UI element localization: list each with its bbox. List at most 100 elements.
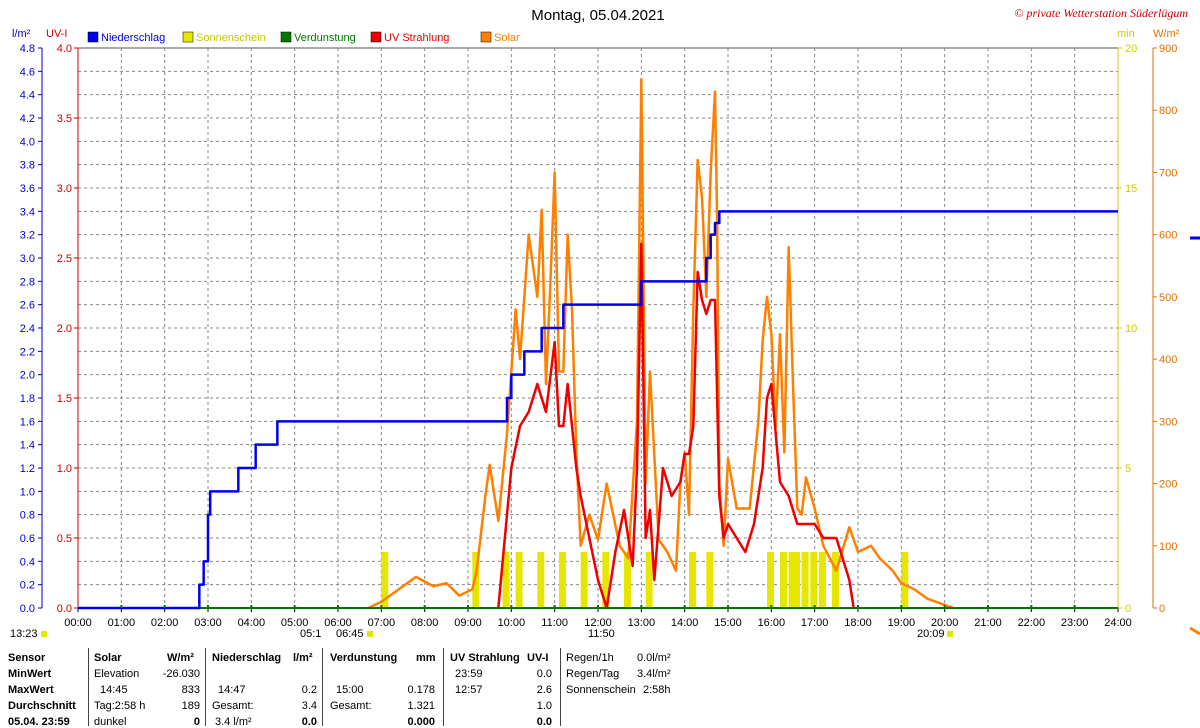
right-axis-2-label: 800 (1159, 105, 1177, 117)
right-axis-1-label: 0 (1125, 603, 1131, 615)
uv-min-value: 0.0 (536, 668, 552, 680)
row-max: MaxWert (8, 684, 54, 696)
sun-label: Sonnenschein (566, 684, 636, 696)
right-axis-2-label: 100 (1159, 541, 1177, 553)
sunshine-bar (381, 552, 389, 608)
x-tick-label: 01:00 (108, 617, 136, 629)
copyright-text: © private Wetterstation Süderlügum (1014, 6, 1188, 20)
sunshine-bar (502, 552, 510, 608)
uv-avg-value: 1.0 (536, 700, 552, 712)
rain-sum-value: 3.4 (301, 700, 317, 712)
left-axis-2-label: 2.5 (57, 253, 72, 265)
legend-label: Niederschlag (101, 32, 165, 44)
x-tick-label: 20:00 (931, 617, 959, 629)
x-tick-label: 22:00 (1018, 617, 1046, 629)
bottom-left-time: 13:23 (10, 628, 38, 640)
sunshine-bar (901, 552, 909, 608)
sunshine-bar (559, 552, 566, 608)
left-axis-1-label: 4.4 (20, 90, 35, 102)
left-axis-1-label: 4.2 (20, 113, 35, 125)
left-axis-1-label: 0.6 (20, 533, 35, 545)
hdr-evap: Verdunstung (330, 652, 398, 664)
rain-max-time: 14:47 (218, 684, 246, 696)
hdr-rain: Niederschlag (212, 652, 282, 664)
x-tick-label: 13:00 (628, 617, 656, 629)
left-axis-2-label: 0.5 (57, 533, 72, 545)
solar-min-value: -26.030 (162, 668, 200, 680)
left-axis-1-label: 4.6 (20, 66, 35, 78)
left-axis-1-label: 4.8 (20, 43, 35, 55)
left-axis-1-label: 3.0 (20, 253, 35, 265)
solar-now-label: dunkel (94, 716, 127, 728)
legend-swatch (87, 31, 99, 43)
sunshine-bar (645, 552, 653, 608)
right-axis-2-label: 700 (1159, 167, 1177, 179)
legend-swatch (370, 31, 382, 43)
sun-value: 2:58h (643, 684, 671, 696)
sunshine-bar (819, 552, 826, 608)
rain-sum-label: Gesamt: (212, 700, 254, 712)
uv-max-time: 12:57 (455, 684, 483, 696)
left-axis-1-label: 2.8 (20, 276, 35, 288)
left-axis-1-label: 1.6 (20, 416, 35, 428)
hdr-evap-unit: mm (416, 652, 436, 664)
legend-swatch (182, 31, 194, 43)
sunshine-bar (780, 552, 787, 608)
sunshine-bar (537, 552, 545, 608)
x-tick-label: 17:00 (801, 617, 829, 629)
left-axis-2-label: 3.0 (57, 183, 72, 195)
left-axis-1-unit: l/m² (12, 28, 31, 40)
hdr-sensor: Sensor (8, 652, 46, 664)
hdr-uv: UV Strahlung (450, 652, 520, 664)
right-axis-2-label: 200 (1159, 479, 1177, 491)
solar-min-label: Elevation (94, 668, 140, 680)
noon-mark: 11:50 (588, 628, 615, 640)
x-tick-label: 08:00 (411, 617, 439, 629)
x-tick-label: 05:00 (281, 617, 309, 629)
x-tick-label: 21:00 (974, 617, 1002, 629)
x-tick-label: 16:00 (758, 617, 786, 629)
sunrise-marker (367, 631, 373, 637)
solar-now-value: 0 (193, 716, 200, 728)
legend-swatch (480, 31, 492, 43)
x-tick-label: 18:00 (844, 617, 872, 629)
stats-table: Sensor Solar W/m² Niederschlag l/m² Verd… (0, 648, 1200, 728)
evap-sum-value: 1.321 (407, 700, 435, 712)
left-axis-2-label: 4.0 (57, 43, 72, 55)
sunshine-bar (624, 552, 631, 608)
row-min: MinWert (8, 668, 52, 680)
x-tick-label: 03:00 (194, 617, 222, 629)
sunshine-bar (602, 552, 610, 608)
sunshine-bar (472, 552, 480, 608)
chart-svg: 00:00 01:00 02:00 03:00 04:00 05:00 06:00 07:00… (10, 6, 1200, 640)
rain-h-label: Regen/1h (566, 652, 614, 664)
x-tick-label: 04:00 (238, 617, 266, 629)
hdr-solar: Solar (94, 652, 122, 664)
left-axis-2-label: 0.0 (57, 603, 72, 615)
right-axis-1-unit: min (1117, 28, 1135, 40)
left-axis-1-label: 2.4 (20, 323, 35, 335)
legend-label: Verdunstung (294, 32, 356, 44)
sunshine-bar (515, 552, 523, 608)
right-axis-2-label: 600 (1159, 230, 1177, 242)
legend-swatch (280, 31, 292, 43)
rain-max-value: 0.2 (301, 684, 317, 696)
rain-now-label: 3.4 l/m² (215, 716, 252, 728)
sunshine-bar (810, 552, 818, 608)
x-tick-label: 06:00 (324, 617, 352, 629)
left-axis-1-label: 3.6 (20, 183, 35, 195)
sunshine-bar (689, 552, 696, 608)
right-axis-2-label: 900 (1159, 43, 1177, 55)
right-axis-2-label: 0 (1159, 603, 1165, 615)
left-axis-1-label: 2.6 (20, 300, 35, 312)
left-axis-1-label: 0.0 (20, 603, 35, 615)
left-axis-1-label: 1.0 (20, 486, 35, 498)
x-tick-label: 02:00 (151, 617, 179, 629)
left-axis-2-label: 3.5 (57, 113, 72, 125)
right-axis-1-label: 10 (1125, 323, 1137, 335)
x-tick-label: 07:00 (368, 617, 396, 629)
row-avg: Durchschnitt (8, 700, 76, 712)
solar-avg-label: Tag:2:58 h (94, 700, 146, 712)
x-tick-label: 19:00 (888, 617, 916, 629)
